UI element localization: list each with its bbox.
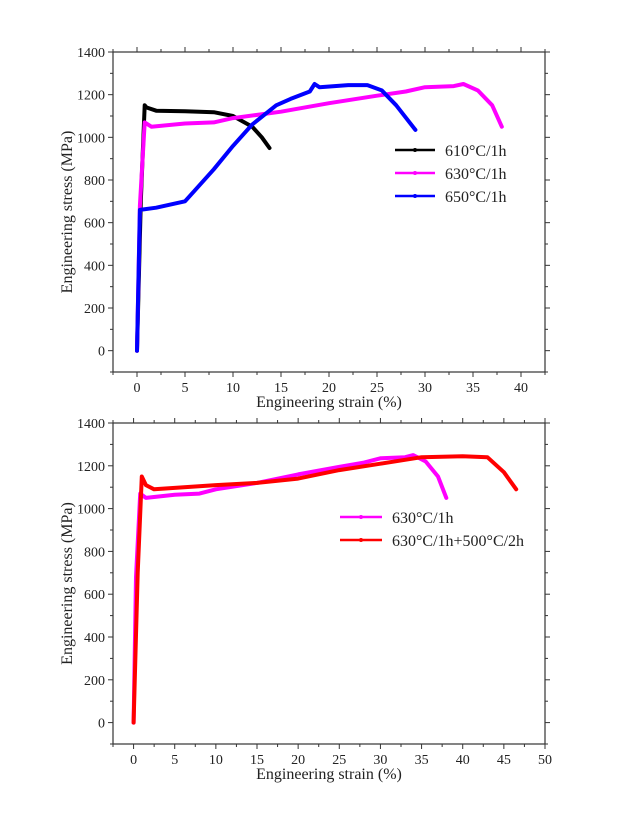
x-tick-label: 25 <box>332 753 346 768</box>
y-tick-label: 400 <box>84 631 105 646</box>
y-tick-label: 0 <box>98 717 105 732</box>
legend-label: 630°C/1h <box>445 166 507 183</box>
chart-1: 0 5 10 15 20 25 30 35 40 45 50 0 200 400 600 800 1000 120… <box>59 417 552 783</box>
x-tick-label: 50 <box>538 753 552 768</box>
x-tick-label: 25 <box>370 381 384 396</box>
y-tick-label: 1200 <box>77 460 105 475</box>
series-line-0 <box>135 103 272 353</box>
x-tick-label: 15 <box>274 381 288 396</box>
y-tick-label: 1200 <box>77 89 105 104</box>
x-axis-label: Engineering strain (%) <box>256 766 402 783</box>
y-tick-label: 600 <box>84 588 105 603</box>
y-tick-label: 800 <box>84 174 105 189</box>
x-axis-label: Engineering strain (%) <box>256 394 402 411</box>
legend-marker <box>359 515 363 519</box>
x-tick-label: 0 <box>130 753 137 768</box>
legend-label: 630°C/1h+500°C/2h <box>392 533 524 550</box>
y-tick-label: 800 <box>84 545 105 560</box>
x-tick-label: 10 <box>226 381 240 396</box>
legend-marker <box>413 148 417 152</box>
plot-frame <box>112 422 546 745</box>
x-tick-label: 35 <box>466 381 480 396</box>
legend-marker <box>413 171 417 175</box>
chart-0: 0 5 10 15 20 25 30 35 40020040060080010001200140… <box>59 46 550 411</box>
y-tick-label: 1000 <box>77 131 105 146</box>
x-tick-label: 20 <box>322 381 336 396</box>
x-tick-label: 5 <box>182 381 189 396</box>
x-tick-label: 10 <box>209 753 223 768</box>
x-tick-label: 45 <box>497 753 511 768</box>
series-line-2 <box>135 82 418 353</box>
y-tick-label: 1400 <box>77 417 105 432</box>
y-tick-label: 200 <box>84 302 105 317</box>
legend-label: 650°C/1h <box>445 189 507 206</box>
x-tick-label: 40 <box>456 753 470 768</box>
legend-marker <box>413 194 417 198</box>
x-tick-label: 30 <box>418 381 432 396</box>
x-tick-label: 15 <box>250 753 264 768</box>
legend-marker <box>359 538 363 542</box>
y-tick-label: 600 <box>84 217 105 232</box>
y-tick-label: 0 <box>98 345 105 360</box>
x-tick-label: 0 <box>134 381 141 396</box>
series-line-0 <box>131 453 449 725</box>
legend-label: 610°C/1h <box>445 143 507 160</box>
y-tick-label: 200 <box>84 674 105 689</box>
y-axis-label: Engineering stress (MPa) <box>59 502 76 665</box>
y-tick-label: 400 <box>84 259 105 274</box>
series-line-1 <box>131 454 519 725</box>
y-axis-label: Engineering stress (MPa) <box>59 131 76 294</box>
x-tick-label: 40 <box>514 381 528 396</box>
x-tick-label: 20 <box>291 753 305 768</box>
x-tick-label: 5 <box>171 753 178 768</box>
y-tick-label: 1400 <box>77 46 105 61</box>
legend-label: 630°C/1h <box>392 510 454 527</box>
plot-frame <box>112 51 546 373</box>
x-tick-label: 35 <box>415 753 429 768</box>
series-line-1 <box>135 82 504 353</box>
x-tick-label: 30 <box>373 753 387 768</box>
y-tick-label: 1000 <box>77 503 105 518</box>
